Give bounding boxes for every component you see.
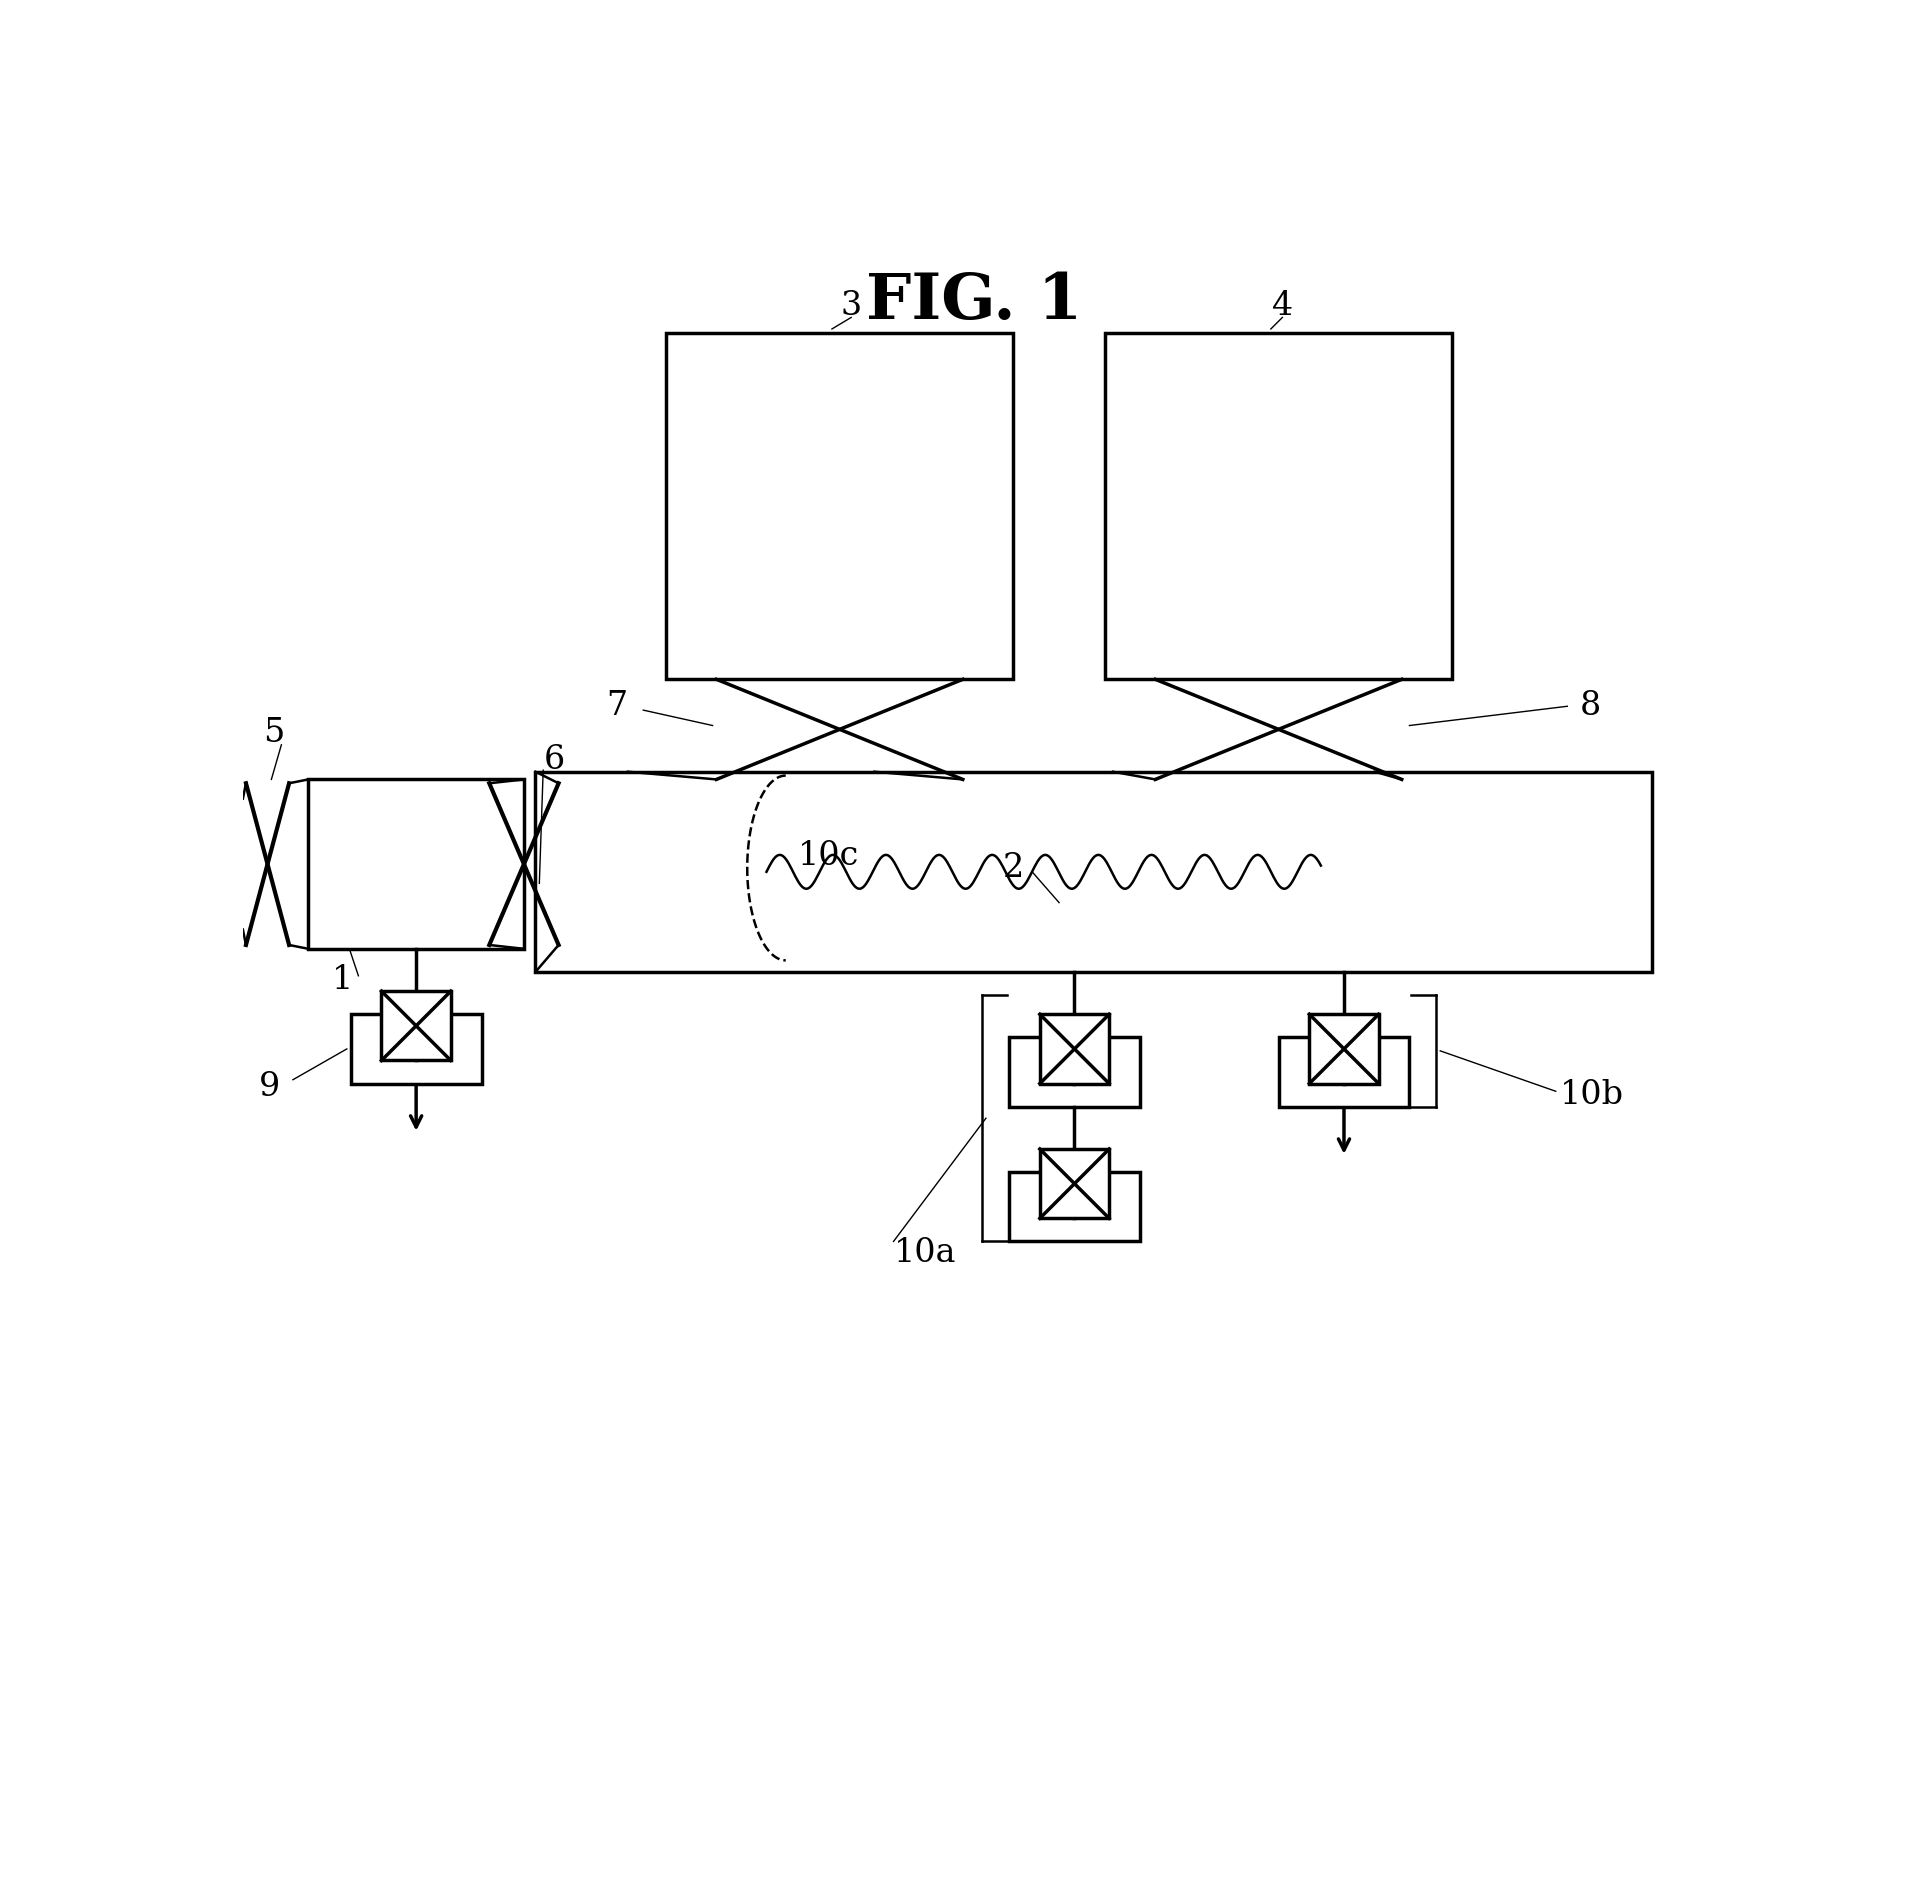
Text: 10c: 10c: [798, 840, 859, 872]
Bar: [1010, 1172, 1139, 1242]
Text: 9: 9: [259, 1070, 280, 1103]
Text: 10b: 10b: [1560, 1080, 1623, 1112]
Text: 7: 7: [606, 691, 627, 723]
Bar: [1010, 1037, 1139, 1106]
Bar: [535, 772, 1652, 972]
Text: 10a: 10a: [893, 1237, 956, 1269]
Bar: [1105, 332, 1452, 680]
Text: 3: 3: [840, 291, 861, 321]
Bar: [1040, 1014, 1109, 1084]
Bar: [1309, 1014, 1379, 1084]
Bar: [351, 1014, 482, 1084]
Text: 6: 6: [545, 744, 566, 776]
Text: 4: 4: [1273, 291, 1293, 321]
Bar: [309, 780, 524, 950]
Bar: [381, 991, 451, 1061]
Bar: [667, 332, 1013, 680]
Text: 1: 1: [331, 963, 354, 995]
Bar: [1040, 1150, 1109, 1218]
Text: FIG. 1: FIG. 1: [867, 272, 1082, 332]
Text: 8: 8: [1579, 691, 1600, 723]
Text: 5: 5: [263, 717, 284, 750]
Bar: [1278, 1037, 1410, 1106]
Text: 2: 2: [1002, 851, 1023, 884]
